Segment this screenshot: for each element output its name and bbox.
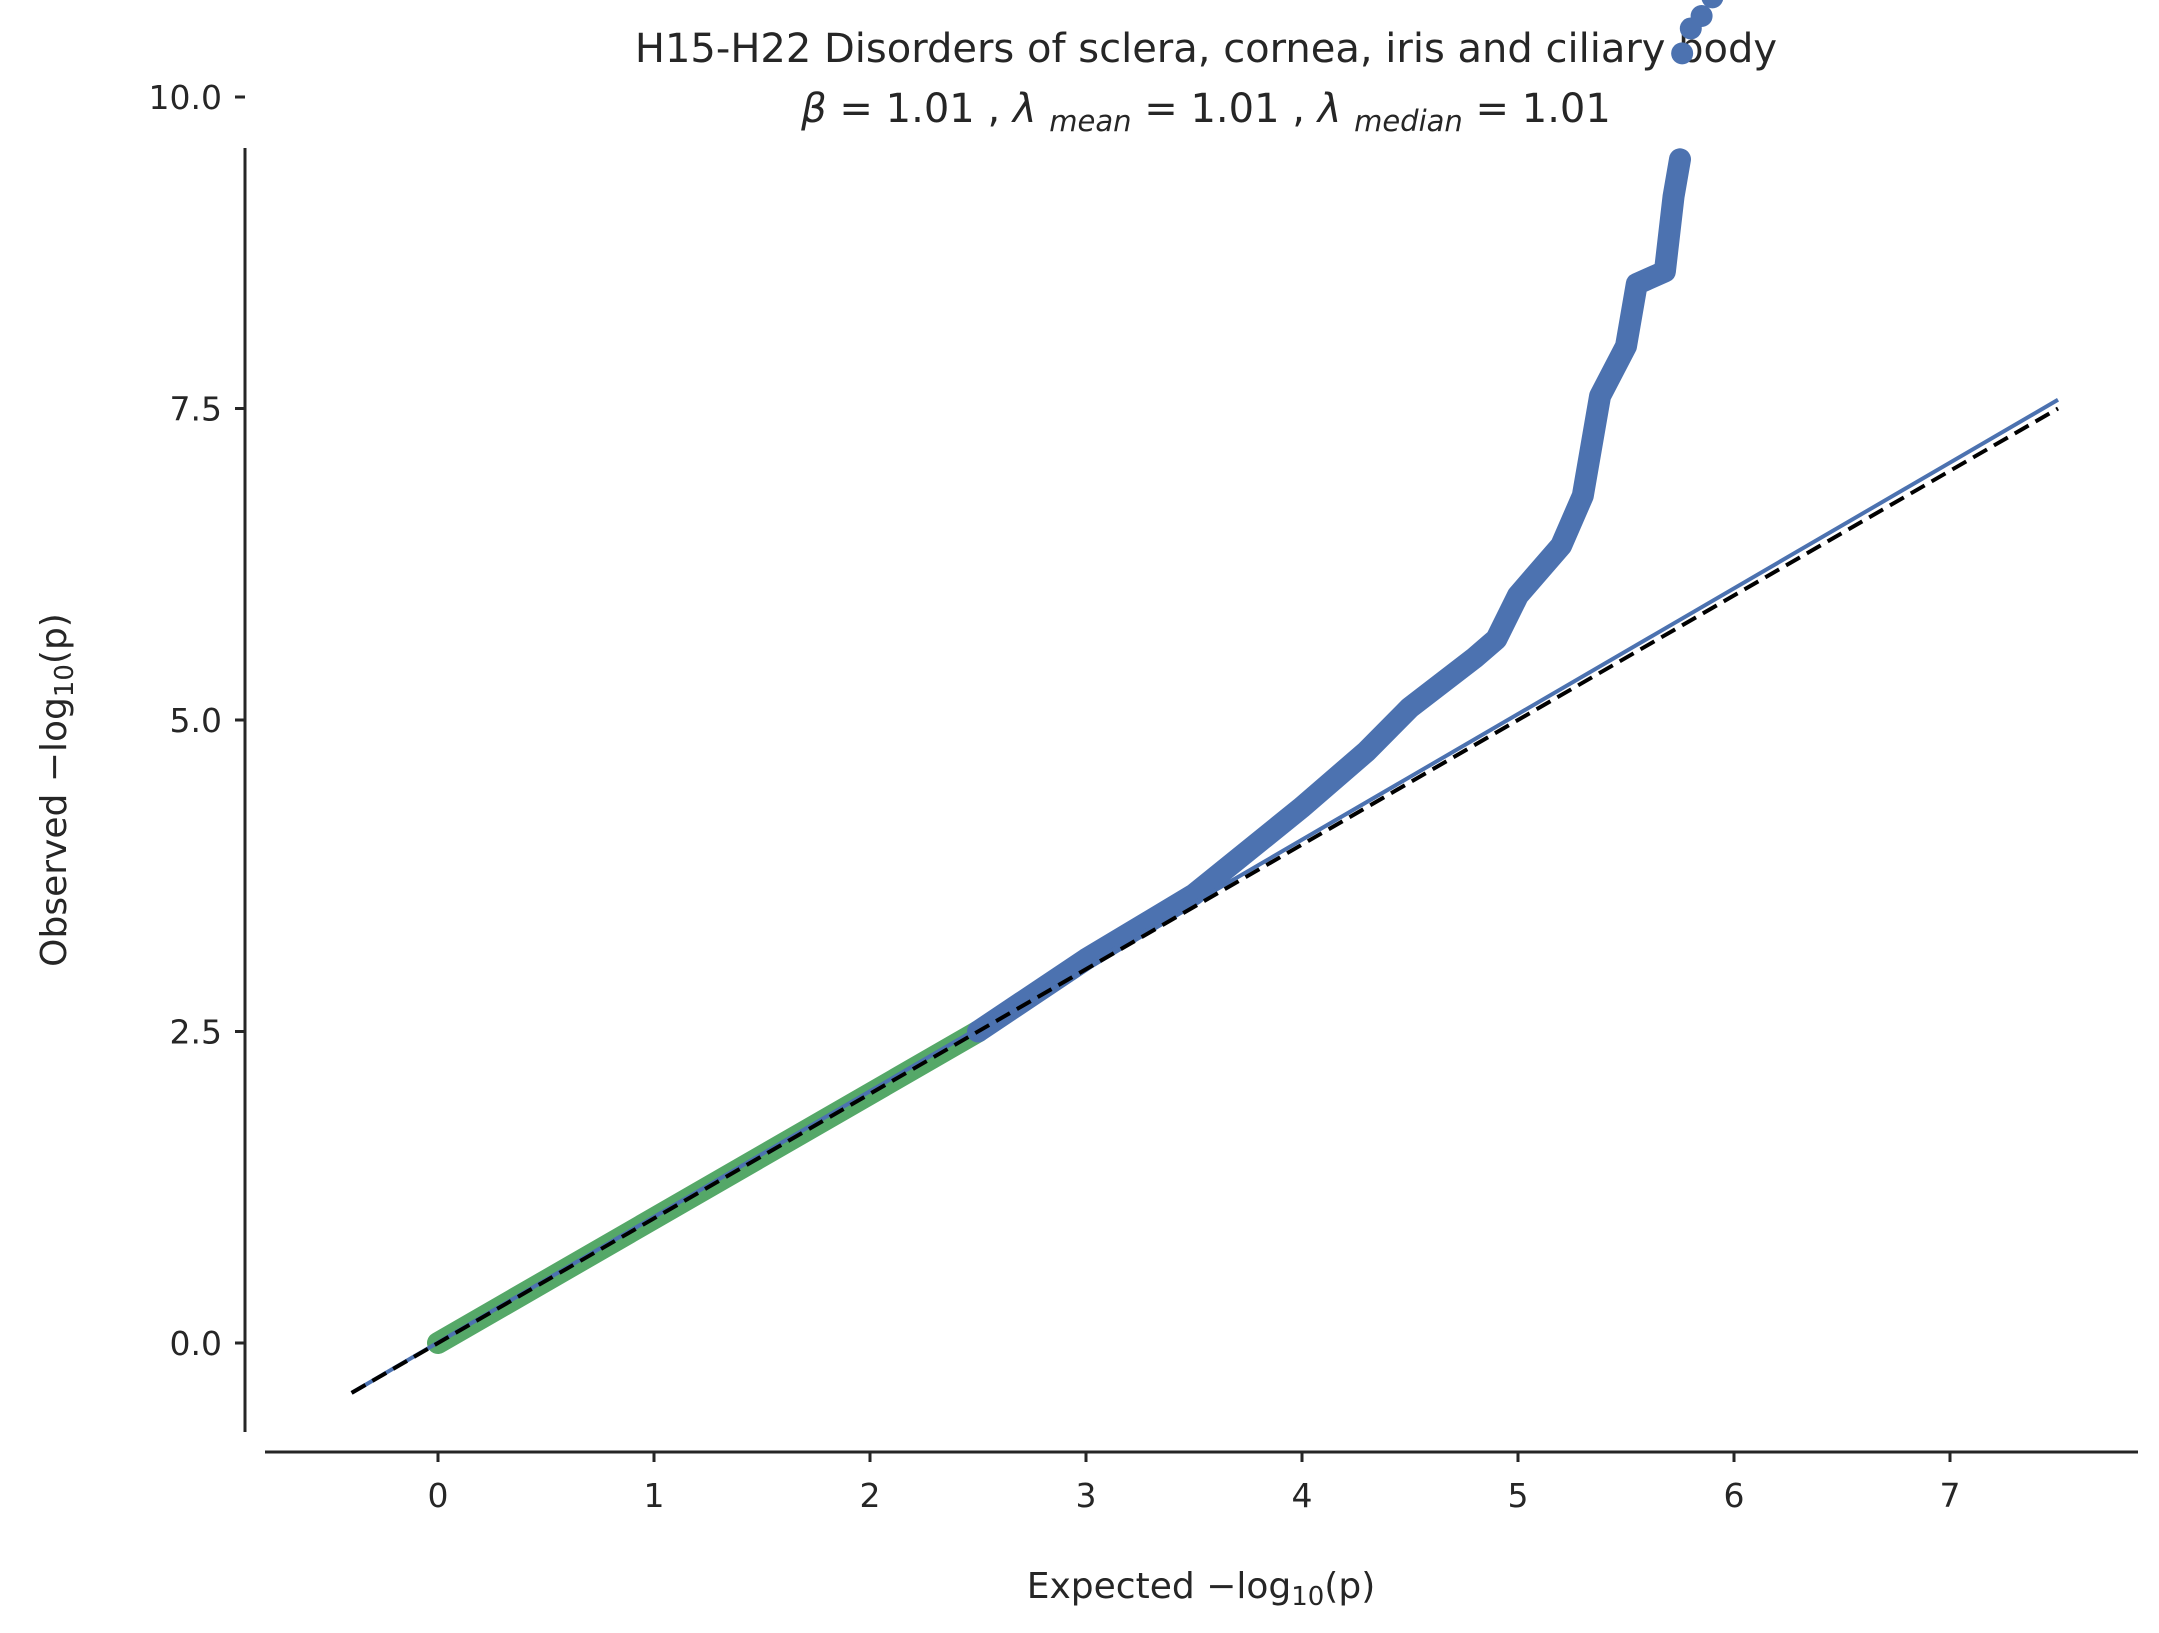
lambda-mean-value: 1.01 <box>1190 86 1279 132</box>
blue-point <box>1701 0 1724 9</box>
lambda-median-value: 1.01 <box>1522 86 1611 132</box>
x-axis-label: Expected −log10(p) <box>1027 1566 1376 1612</box>
y-tick-label: 2.5 <box>170 1013 222 1052</box>
y-tick-label: 10.0 <box>149 78 222 117</box>
x-tick-label: 1 <box>644 1476 665 1515</box>
x-tick-label: 4 <box>1292 1476 1313 1515</box>
lambda-mean-subscript: mean <box>1049 104 1131 138</box>
blue-point <box>1671 42 1694 65</box>
x-tick-label: 2 <box>860 1476 881 1515</box>
y-tick-label: 0.0 <box>170 1324 222 1363</box>
y-tick-label: 7.5 <box>170 390 222 429</box>
plot-area <box>350 0 2060 1395</box>
x-tick-label: 5 <box>1508 1476 1529 1515</box>
beta-symbol: β <box>800 86 827 132</box>
x-axis-ticks: 0 1 2 3 4 5 6 7 <box>428 1452 1961 1515</box>
chart-title: H15-H22 Disorders of sclera, cornea, iri… <box>635 26 1777 72</box>
y-tick-label: 5.0 <box>170 701 222 740</box>
fit-line <box>350 398 2060 1395</box>
blue-series-curve <box>967 148 1691 1043</box>
y-axis-label: Observed −log10(p) <box>34 613 80 967</box>
reference-line <box>350 406 2059 1395</box>
x-tick-label: 0 <box>428 1476 449 1515</box>
x-tick-label: 6 <box>1724 1476 1745 1515</box>
y-axis-ticks: 0.02.55.07.510.012.515.017.5 <box>149 78 245 1363</box>
x-tick-label: 3 <box>1076 1476 1097 1515</box>
x-tick-label: 7 <box>1940 1476 1961 1515</box>
lambda-median-symbol: λ <box>1316 86 1342 132</box>
lambda-mean-symbol: λ <box>1011 86 1037 132</box>
blue-point <box>1690 5 1713 28</box>
lambda-median-subscript: median <box>1354 104 1463 138</box>
chart-subtitle: β = 1.01 , λ mean = 1.01 , λ median = 1.… <box>800 86 1611 141</box>
beta-value: 1.01 <box>886 86 975 132</box>
